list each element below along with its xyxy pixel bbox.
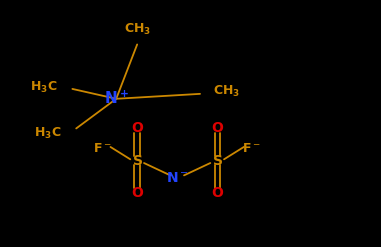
Text: $\mathbf{H_3C}$: $\mathbf{H_3C}$ [30, 80, 58, 95]
Text: $\mathbf{S}$: $\mathbf{S}$ [132, 154, 142, 167]
Text: $\mathbf{O}$: $\mathbf{O}$ [211, 186, 224, 200]
Text: $\mathbf{N}^-$: $\mathbf{N}^-$ [166, 171, 189, 185]
Text: $\mathbf{N^+}$: $\mathbf{N^+}$ [104, 90, 128, 107]
Text: $\mathbf{F}^-$: $\mathbf{F}^-$ [242, 142, 261, 155]
Text: $\mathbf{H_3C}$: $\mathbf{H_3C}$ [34, 126, 61, 141]
Text: $\mathbf{CH_3}$: $\mathbf{CH_3}$ [123, 22, 151, 37]
Text: $\mathbf{F}^-$: $\mathbf{F}^-$ [93, 142, 112, 155]
Text: $\mathbf{O}$: $\mathbf{O}$ [131, 186, 144, 200]
Text: $\mathbf{CH_3}$: $\mathbf{CH_3}$ [213, 84, 240, 99]
Text: $\mathbf{O}$: $\mathbf{O}$ [211, 122, 224, 135]
Text: $\mathbf{O}$: $\mathbf{O}$ [131, 122, 144, 135]
Text: $\mathbf{S}$: $\mathbf{S}$ [212, 154, 223, 167]
